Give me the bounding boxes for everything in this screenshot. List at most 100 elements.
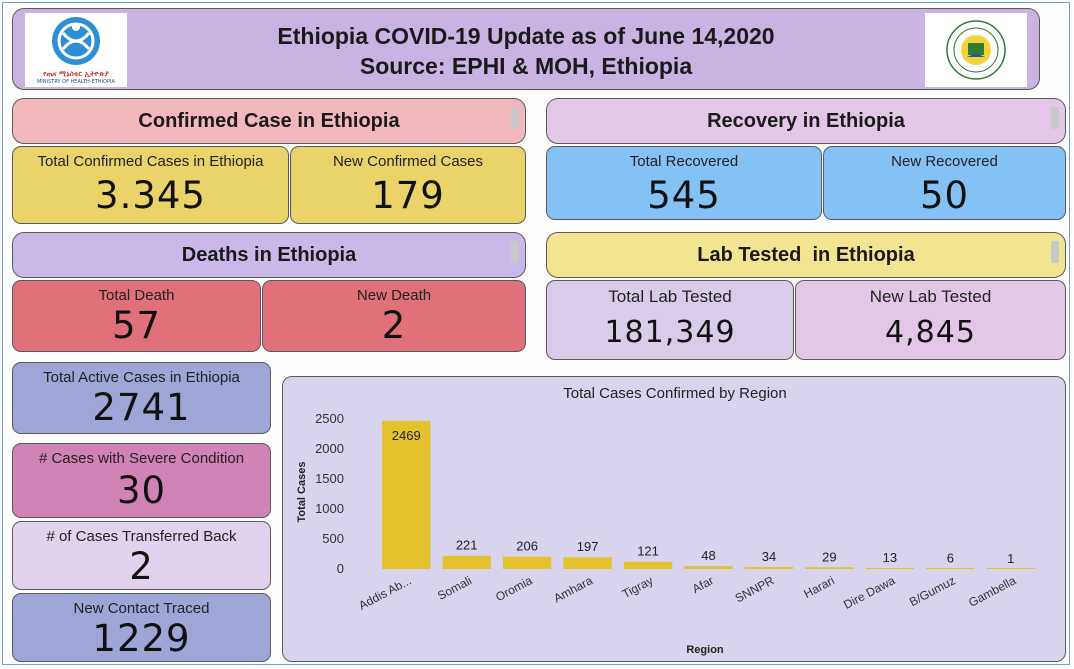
chart-data-labels: 2469 221 206 197 121 48 34 29 13 6 1 [392, 428, 1015, 566]
total-lab-value: 181,349 [604, 315, 736, 350]
header-banner: የጤና ሚኒስቴር ኢትዮጵያ MINISTRY OF HEALTH-ETHIO… [12, 8, 1040, 90]
bar-2[interactable] [502, 556, 552, 569]
x-tick-label: Tigray [620, 573, 656, 601]
total-recovered-value: 545 [647, 174, 721, 217]
total-recovered-label: Total Recovered [629, 153, 739, 170]
transferred-cases-card: # of Cases Transferred Back 2 [12, 521, 271, 590]
chart-title: Total Cases Confirmed by Region [563, 385, 786, 402]
new-lab-card: New Lab Tested 4,845 [795, 280, 1066, 360]
new-death-label: New Death [356, 287, 432, 304]
total-confirmed-value: 3.345 [95, 174, 206, 217]
chart-ylabel: Total Cases [296, 462, 308, 523]
data-label: 29 [822, 549, 836, 564]
total-death-card: Total Death 57 [12, 280, 261, 352]
region-chart-panel: Total Cases Confirmed by Region Total Ca… [282, 376, 1066, 662]
severe-cases-value: 30 [116, 469, 167, 512]
data-label: 48 [701, 548, 715, 563]
lab-section-title: Lab Tested in Ethiopia [546, 232, 1066, 278]
contact-traced-value: 1229 [92, 617, 191, 660]
confirmed-section-title: Confirmed Case in Ethiopia [12, 98, 526, 144]
new-recovered-label: New Recovered [891, 153, 998, 170]
page-title: Ethiopia COVID-19 Update as of June 14,2… [143, 21, 909, 81]
scrollbar[interactable] [1051, 107, 1059, 129]
data-label: 221 [456, 538, 478, 553]
new-lab-value: 4,845 [885, 315, 976, 350]
active-cases-value: 2741 [92, 386, 191, 429]
scrollbar[interactable] [511, 241, 519, 263]
x-tick-label: Harari [801, 573, 836, 601]
moh-emblem-icon [52, 17, 100, 65]
new-confirmed-label: New Confirmed Cases [332, 153, 484, 170]
contact-traced-label: New Contact Traced [73, 600, 210, 617]
moh-logo: የጤና ሚኒስቴር ኢትዮጵያ MINISTRY OF HEALTH-ETHIO… [25, 13, 127, 87]
new-recovered-card: New Recovered 50 [823, 146, 1066, 220]
total-recovered-card: Total Recovered 545 [546, 146, 822, 220]
chart-bars [382, 420, 1035, 569]
ephi-seal-icon [946, 20, 1006, 80]
data-label: 121 [637, 544, 659, 559]
bar-9[interactable] [926, 568, 975, 569]
bar-8[interactable] [865, 568, 915, 569]
recovery-section-title: Recovery in Ethiopia [546, 98, 1066, 144]
scrollbar[interactable] [511, 107, 519, 129]
x-tick-label: Dire Dawa [841, 573, 897, 612]
x-tick-label: Gambella [966, 573, 1018, 610]
x-tick-label: B/Gumuz [907, 573, 958, 609]
bar-4[interactable] [623, 561, 673, 569]
new-death-value: 2 [381, 304, 407, 347]
y-tick-label: 2500 [315, 411, 344, 426]
chart-x-axis: Addis Ab... Somali Oromia Amhara Tigray Afar S… [356, 573, 1018, 612]
active-cases-card: Total Active Cases in Ethiopia 2741 [12, 362, 271, 434]
x-tick-label: Oromia [493, 573, 535, 604]
chart-xlabel: Region [686, 644, 724, 656]
bar-3[interactable] [563, 557, 612, 569]
data-label: 197 [577, 539, 599, 554]
total-death-label: Total Death [98, 287, 175, 304]
y-tick-label: 1000 [315, 501, 344, 516]
x-tick-label: Somali [435, 573, 474, 603]
total-confirmed-label: Total Confirmed Cases in Ethiopia [37, 153, 264, 170]
deaths-section-title: Deaths in Ethiopia [12, 232, 526, 278]
moh-logo-text-en: MINISTRY OF HEALTH-ETHIOPIA [37, 79, 115, 85]
data-label: 206 [516, 539, 538, 554]
data-label: 34 [762, 549, 776, 564]
recovery-title-text: Recovery in Ethiopia [707, 109, 905, 132]
bar-10[interactable] [986, 568, 1035, 569]
region-bar-chart: Total Cases Confirmed by Region Total Ca… [296, 385, 1035, 656]
y-tick-label: 0 [337, 561, 344, 576]
total-death-value: 57 [111, 304, 162, 347]
new-lab-label: New Lab Tested [869, 287, 992, 306]
confirmed-title-text: Confirmed Case in Ethiopia [138, 109, 400, 132]
data-label: 1 [1007, 551, 1014, 566]
bar-6[interactable] [744, 566, 794, 569]
page-title-line1: Ethiopia COVID-19 Update as of June 14,2… [277, 23, 775, 49]
x-tick-label: Afar [690, 573, 716, 596]
bar-0[interactable] [382, 420, 431, 569]
y-tick-label: 1500 [315, 471, 344, 486]
new-confirmed-card: New Confirmed Cases 179 [290, 146, 526, 224]
total-lab-card: Total Lab Tested 181,349 [546, 280, 794, 360]
y-tick-label: 2000 [315, 441, 344, 456]
moh-logo-text-am: የጤና ሚኒስቴር ኢትዮጵያ [43, 70, 109, 78]
new-recovered-value: 50 [919, 174, 970, 217]
page-title-line2: Source: EPHI & MOH, Ethiopia [359, 53, 693, 79]
active-cases-label: Total Active Cases in Ethiopia [43, 369, 240, 386]
new-confirmed-value: 179 [371, 174, 445, 217]
total-confirmed-card: Total Confirmed Cases in Ethiopia 3.345 [12, 146, 289, 224]
new-death-card: New Death 2 [262, 280, 526, 352]
severe-cases-label: # Cases with Severe Condition [38, 450, 245, 467]
bar-1[interactable] [442, 555, 491, 569]
scrollbar[interactable] [1051, 241, 1059, 263]
severe-cases-card: # Cases with Severe Condition 30 [12, 443, 271, 518]
lab-title-text: Lab Tested in Ethiopia [697, 243, 915, 266]
transferred-cases-value: 2 [129, 545, 154, 588]
contact-traced-card: New Contact Traced 1229 [12, 593, 271, 662]
total-lab-label: Total Lab Tested [608, 287, 732, 306]
data-label: 6 [947, 551, 954, 566]
x-tick-label: SNNPR [733, 573, 777, 605]
ephi-logo [925, 13, 1027, 87]
bar-7[interactable] [805, 567, 854, 569]
deaths-title-text: Deaths in Ethiopia [181, 243, 357, 266]
bar-5[interactable] [684, 566, 733, 569]
